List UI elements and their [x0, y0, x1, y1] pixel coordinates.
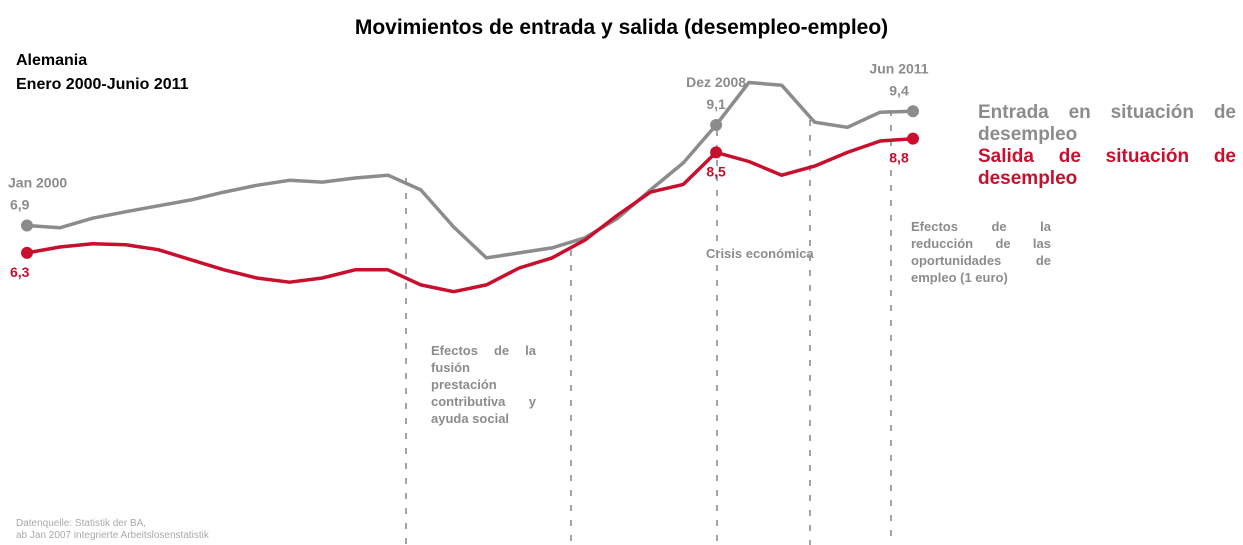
subtitle: Alemania [16, 52, 88, 69]
series-line [26, 80, 914, 260]
source: ab Jan 2007 integrierte Arbeitslosenstat… [16, 530, 209, 541]
end-point [21, 219, 33, 232]
value-label: 9,4 [889, 82, 909, 98]
value-label: 9,1 [706, 96, 726, 112]
series-line [26, 136, 914, 294]
source: Datenquelle: Statistik der BA, [16, 518, 147, 529]
legend-entry: Salida de situación de desempleo [978, 146, 1236, 189]
end-point [21, 246, 33, 259]
value-label: 6,9 [10, 196, 30, 212]
end-point [710, 118, 723, 131]
legend-entry: Entrada en situación de desempleo [978, 102, 1236, 145]
end-point [710, 146, 723, 159]
value-label: 6,3 [10, 264, 30, 280]
end-point [907, 105, 919, 118]
annotation: Efectos de la fusión prestación contribu… [431, 343, 536, 426]
x-tick-label: Jun 2011 [869, 60, 928, 76]
annotation: Crisis económica [706, 246, 814, 261]
chart-title: Movimientos de entrada y salida (desempl… [354, 16, 889, 39]
value-label: 8,5 [706, 163, 726, 179]
x-tick-label: Jan 2000 [8, 174, 67, 190]
annotation: Efectos de la reducción de las oportunid… [911, 219, 1051, 285]
value-label: 8,8 [889, 150, 909, 166]
x-tick-label: Dez 2008 [686, 74, 746, 90]
subtitle: Enero 2000-Junio 2011 [16, 76, 189, 93]
end-point [907, 132, 919, 145]
